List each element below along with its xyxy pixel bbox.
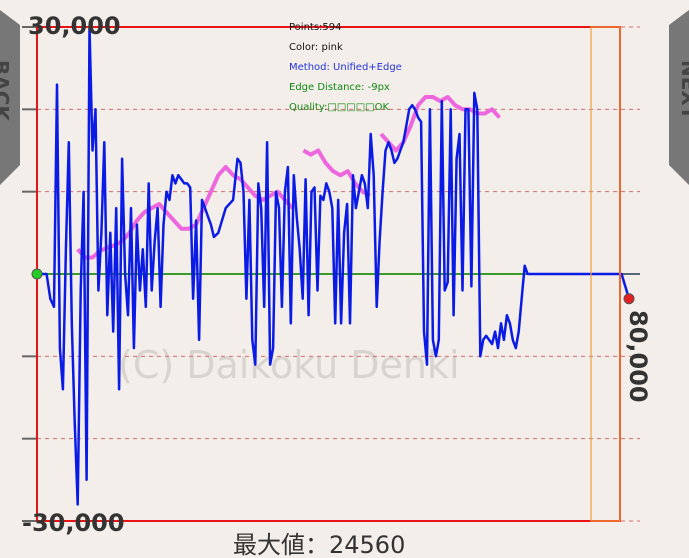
y-tick-label-bottom: -30,000 xyxy=(22,509,125,537)
back-arrow-icon[interactable] xyxy=(0,10,20,185)
info-edge-distance: Edge Distance: -9px xyxy=(289,82,390,93)
watermark: (C) Daikoku Denki xyxy=(118,343,460,387)
next-arrow-icon[interactable] xyxy=(669,10,689,185)
highlight-segment xyxy=(379,95,501,153)
info-quality: Quality:□□□□□OK xyxy=(289,102,389,113)
start-marker xyxy=(31,268,43,280)
info-method: Method: Unified+Edge xyxy=(289,62,402,73)
back-label[interactable]: BACK xyxy=(0,60,13,122)
info-color: Color: pink xyxy=(289,42,343,53)
next-label[interactable]: NEXT xyxy=(677,60,689,120)
y-tick-label-top: 30,000 xyxy=(28,12,121,40)
series-line xyxy=(37,25,631,506)
end-marker xyxy=(623,293,635,305)
region-border xyxy=(590,26,621,522)
x-end-label: 80,000 xyxy=(624,310,652,403)
grid xyxy=(22,26,640,522)
max-value-label: 最大値：24560 xyxy=(233,531,405,558)
highlight-segment xyxy=(76,165,294,260)
info-points: Points:594 xyxy=(289,22,342,33)
